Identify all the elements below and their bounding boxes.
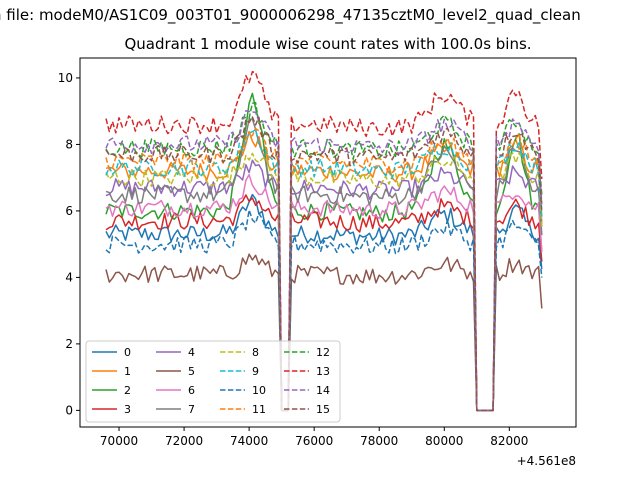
- y-tick-label: 8: [65, 137, 73, 151]
- legend-label-3: 3: [124, 403, 131, 416]
- series-line-0: [105, 193, 543, 412]
- x-tick-label: 70000: [100, 434, 138, 448]
- chart-title: Quadrant 1 module wise count rates with …: [124, 35, 532, 53]
- series-line-10: [105, 209, 543, 412]
- x-tick-label: 82000: [490, 434, 528, 448]
- series-line-13: [105, 70, 543, 412]
- y-tick-label: 2: [65, 337, 73, 351]
- legend-label-5: 5: [188, 365, 195, 378]
- x-offset-text: +4.561e8: [517, 454, 576, 468]
- y-tick-label: 10: [58, 71, 73, 85]
- figure-suptitle: n file: modeM0/AS1C09_003T01_9000006298_…: [0, 6, 581, 24]
- y-tick-label: 0: [65, 403, 73, 417]
- y-tick-label: 6: [65, 204, 73, 218]
- series-line-2: [105, 92, 543, 412]
- legend-label-6: 6: [188, 384, 195, 397]
- legend-label-4: 4: [188, 346, 195, 359]
- series-line-5: [105, 253, 543, 412]
- legend-label-10: 10: [252, 384, 266, 397]
- series-line-14: [105, 109, 543, 412]
- x-tick-label: 78000: [360, 434, 398, 448]
- legend-label-14: 14: [316, 384, 330, 397]
- series-line-7: [105, 118, 543, 412]
- legend-label-15: 15: [316, 403, 330, 416]
- legend-label-9: 9: [252, 365, 259, 378]
- x-tick-label: 76000: [295, 434, 333, 448]
- legend-label-13: 13: [316, 365, 330, 378]
- legend-label-8: 8: [252, 346, 259, 359]
- series-line-1: [105, 130, 543, 412]
- y-axis: 0 2 4 6 8 10: [58, 71, 80, 417]
- series-layer: [105, 70, 543, 412]
- series-line-12: [105, 101, 543, 412]
- legend-label-2: 2: [124, 384, 131, 397]
- series-line-15: [105, 116, 543, 412]
- legend-label-7: 7: [188, 403, 195, 416]
- x-tick-label: 80000: [425, 434, 463, 448]
- y-tick-label: 4: [65, 270, 73, 284]
- x-tick-label: 72000: [165, 434, 203, 448]
- legend-label-12: 12: [316, 346, 330, 359]
- legend-label-11: 11: [252, 403, 266, 416]
- legend-box: [85, 340, 341, 423]
- series-line-6: [105, 173, 543, 412]
- legend-label-1: 1: [124, 365, 131, 378]
- series-line-11: [105, 127, 543, 412]
- plot-frame: [79, 57, 577, 428]
- x-tick-label: 74000: [230, 434, 268, 448]
- x-axis: 70000 72000 74000 76000 78000 80000 82000: [100, 427, 528, 448]
- series-line-3: [105, 194, 543, 412]
- legend-label-0: 0: [124, 346, 131, 359]
